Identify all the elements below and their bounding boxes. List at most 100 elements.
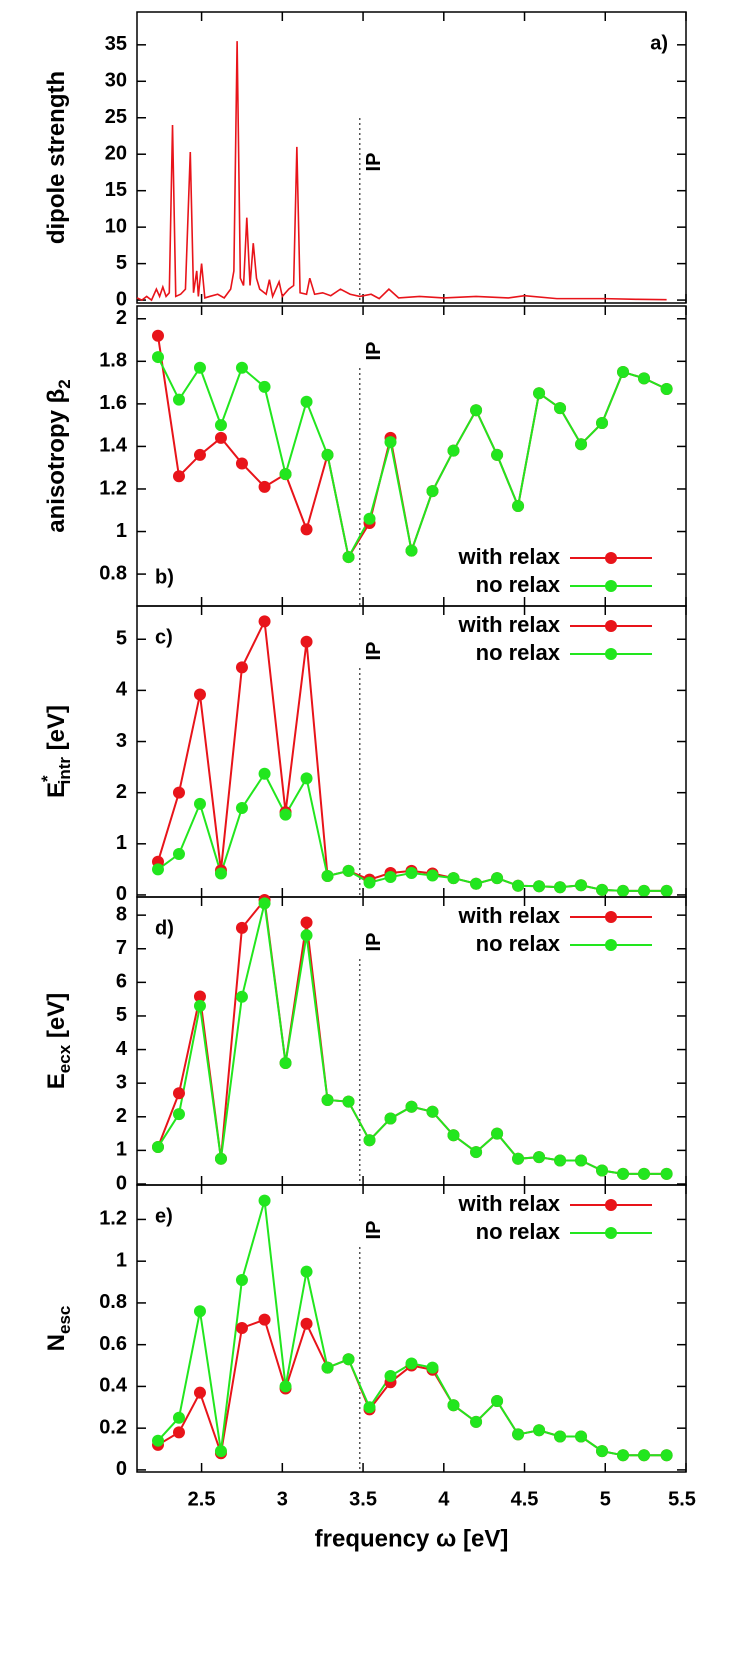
y-tick-label: 4 [116, 679, 128, 701]
series-line [157, 335, 668, 560]
marker [193, 1305, 206, 1318]
marker [554, 402, 567, 415]
series-line [157, 897, 667, 1175]
marker [363, 876, 376, 889]
legend-marker [605, 1227, 617, 1239]
marker [426, 1361, 439, 1374]
legend-label: no relax [476, 931, 561, 956]
marker [214, 1445, 227, 1458]
legend-marker [605, 1199, 617, 1211]
marker [512, 879, 525, 892]
marker [258, 767, 271, 780]
legend-label: with relax [458, 1191, 561, 1216]
plot-frame [136, 1184, 687, 1473]
y-label-sub: ecx [55, 1044, 74, 1073]
x-tick-label: 3.5 [349, 1488, 377, 1510]
y-tick-label: 1.8 [99, 350, 127, 372]
marker [258, 615, 271, 628]
series-line [157, 617, 667, 892]
legend-label: with relax [458, 903, 561, 928]
marker [512, 1152, 525, 1165]
y-axis-label: Nesc [43, 1306, 74, 1352]
marker [554, 1430, 567, 1443]
marker [447, 1129, 460, 1142]
marker [638, 884, 651, 897]
ip-label: IP [363, 933, 385, 952]
y-tick-label: 0 [116, 1458, 127, 1480]
legend-marker [605, 911, 617, 923]
marker [193, 1386, 206, 1399]
marker [512, 1428, 525, 1441]
y-tick-label: 0.8 [99, 1291, 127, 1313]
marker [151, 863, 164, 876]
ip-label: IP [363, 1221, 385, 1240]
y-tick-label: 25 [105, 106, 127, 128]
marker [405, 1100, 418, 1113]
series-line [157, 903, 667, 1175]
y-label-sub: esc [55, 1306, 74, 1334]
marker [617, 365, 630, 378]
y-label-text: dipole strength [43, 71, 70, 244]
marker [172, 1426, 185, 1439]
marker [235, 1273, 248, 1286]
marker [470, 877, 483, 890]
legend-marker [605, 580, 617, 592]
marker [617, 884, 630, 897]
marker [279, 468, 292, 481]
series-line [136, 41, 667, 302]
marker [258, 897, 271, 910]
y-tick-label: 2 [116, 1105, 127, 1127]
panel-label: d) [155, 917, 174, 939]
marker [363, 512, 376, 525]
marker [151, 351, 164, 364]
marker [426, 1105, 439, 1118]
y-tick-label: 0.6 [99, 1333, 127, 1355]
marker [321, 448, 334, 461]
y-tick-label: 35 [105, 33, 127, 55]
series-line [157, 356, 668, 560]
y-tick-label: 1.2 [99, 477, 127, 499]
y-axis-label: E*intr [eV] [38, 705, 74, 798]
marker [235, 921, 248, 934]
legend-marker [605, 648, 617, 660]
y-label-text: E [43, 1073, 70, 1089]
marker [660, 1449, 673, 1462]
marker [214, 431, 227, 444]
y-tick-label: 0 [116, 1172, 127, 1194]
legend-label: with relax [458, 612, 561, 637]
y-tick-label: 0.2 [99, 1416, 127, 1438]
marker [342, 551, 355, 564]
marker [491, 872, 504, 885]
marker [447, 872, 460, 885]
marker [384, 436, 397, 449]
marker [491, 1127, 504, 1140]
y-tick-label: 1 [116, 1139, 127, 1161]
marker [533, 1424, 546, 1437]
marker [533, 1151, 546, 1164]
marker [426, 869, 439, 882]
y-tick-label: 5 [116, 1004, 127, 1026]
marker [214, 1152, 227, 1165]
marker [596, 417, 609, 430]
legend-label: no relax [476, 1219, 561, 1244]
x-tick-label: 4 [438, 1488, 450, 1510]
marker [342, 1095, 355, 1108]
marker [638, 1449, 651, 1462]
y-label-sub: 2 [55, 379, 74, 388]
marker [193, 999, 206, 1012]
marker [193, 990, 206, 1003]
x-tick-label: 5 [600, 1488, 611, 1510]
marker [172, 1108, 185, 1121]
panel-label: e) [155, 1205, 173, 1227]
marker [235, 802, 248, 815]
marker [384, 1369, 397, 1382]
plot-frame [136, 11, 687, 304]
y-tick-label: 7 [116, 937, 127, 959]
y-label-text: N [43, 1334, 70, 1351]
y-axis-label: Eecx [eV] [43, 993, 74, 1089]
marker [512, 500, 525, 512]
marker [405, 1357, 418, 1370]
marker [617, 1449, 630, 1462]
marker [447, 444, 460, 457]
marker [363, 1134, 376, 1147]
